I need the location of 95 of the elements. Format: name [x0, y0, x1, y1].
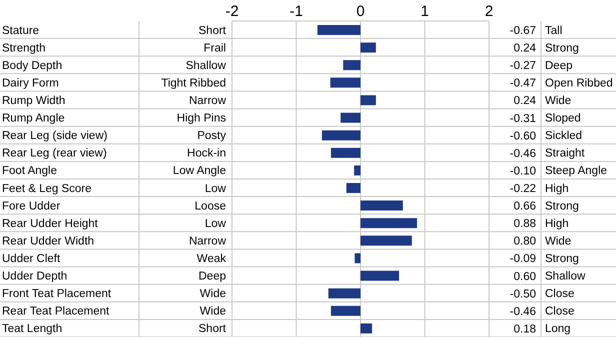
bar [330, 78, 360, 88]
text: Wide [200, 288, 226, 300]
text: Posty [197, 130, 226, 142]
text: Long [545, 323, 571, 336]
data-label: 0.66 [514, 200, 536, 213]
y-tick-label: Dairy Form [2, 77, 59, 90]
text: Shallow [545, 270, 586, 283]
text: Tight Ribbed [161, 77, 226, 90]
text: Loose [194, 200, 226, 212]
bar [360, 218, 418, 228]
text: Shallow [186, 60, 227, 72]
bar [343, 60, 360, 70]
y-tick-label: Feet & Leg Score [2, 182, 92, 195]
text: Deep [545, 60, 572, 72]
bar [360, 95, 376, 106]
bar [360, 236, 412, 246]
text: Weak [196, 253, 226, 265]
y-tick-label: Teat Length [2, 323, 62, 336]
text: Narrow [188, 95, 227, 107]
data-label: -0.10 [510, 165, 536, 178]
x2-tick-label: 0 [356, 3, 365, 20]
text: Hock-in [187, 148, 226, 160]
text: Steep Angle [545, 165, 608, 178]
y-tick-label: Rear Udder Height [2, 218, 99, 230]
y-tick-label: Fore Udder [2, 200, 60, 212]
x2-tick-label: 2 [484, 3, 494, 20]
bar [360, 42, 376, 53]
y-tick-label: Rump Angle [2, 112, 65, 125]
text: Straight [545, 148, 586, 160]
text: Sickled [545, 130, 582, 142]
text: Frail [204, 42, 226, 54]
text: Deep [198, 270, 226, 283]
bar [340, 112, 360, 123]
data-label: -0.31 [510, 112, 536, 125]
data-label: 0.88 [514, 218, 536, 230]
data-label: -0.27 [510, 60, 536, 72]
x2-tick-label: -1 [290, 3, 303, 20]
text: High Pins [176, 112, 226, 125]
text: Open Ribbed [545, 77, 613, 90]
data-label: -0.67 [510, 25, 536, 37]
data-label: -0.46 [510, 306, 536, 318]
text: Low [204, 182, 227, 195]
bar [330, 306, 360, 316]
bar [346, 183, 360, 193]
y-tick-label: Rump Width [2, 95, 66, 107]
y-tick-label: Rear Teat Placement [2, 306, 110, 318]
text: Short [198, 323, 227, 336]
y-tick-label: Stature [2, 24, 40, 37]
y-tick-label: Rear Leg (side view) [2, 130, 108, 142]
data-label: 0.24 [514, 95, 537, 108]
text: High [545, 182, 569, 195]
text: Wide [545, 235, 572, 248]
text: Low [204, 218, 227, 230]
text: Tall [545, 24, 562, 37]
data-label: 0.80 [514, 236, 536, 248]
text: Wide [200, 306, 226, 318]
text: Close [545, 288, 574, 300]
y-tick-label: Strength [2, 42, 46, 54]
data-label: 0.60 [514, 270, 536, 283]
text: Wide [545, 95, 572, 107]
y-tick-label: Foot Angle [2, 165, 57, 178]
bar [354, 165, 360, 176]
data-label: -0.46 [510, 148, 536, 160]
x2-tick-label: -2 [225, 3, 239, 20]
data-label: -0.09 [510, 253, 536, 266]
data-label: -0.22 [510, 183, 536, 195]
y-tick-label: Body Depth [2, 60, 62, 72]
bar [360, 200, 403, 211]
text: Sloped [545, 112, 581, 125]
y-tick-label: Udder Cleft [2, 253, 61, 265]
text: Narrow [188, 235, 227, 248]
y-tick-label: Udder Depth [2, 270, 68, 283]
x2-tick-label: 1 [420, 3, 429, 20]
bar [354, 253, 360, 264]
bar [317, 25, 360, 35]
y-tick-label: Front Teat Placement [2, 288, 112, 300]
text: Strong [545, 200, 579, 212]
y-tick-label: Rear Udder Width [2, 235, 94, 248]
bar [330, 148, 360, 158]
bar [360, 270, 400, 281]
text: Low Angle [172, 165, 226, 178]
data-label: -0.60 [510, 130, 536, 142]
y-tick-label: Rear Leg (rear view) [2, 148, 107, 160]
data-label: 0.24 [514, 42, 537, 55]
bar [360, 323, 372, 334]
bar [328, 288, 360, 298]
data-label: -0.47 [510, 78, 536, 90]
bar [322, 130, 360, 140]
data-label: -0.50 [510, 288, 536, 300]
text: Close [545, 306, 574, 318]
text: High [545, 218, 569, 230]
text: Strong [545, 42, 579, 54]
text: Short [198, 24, 227, 37]
data-label: 0.18 [514, 323, 536, 336]
text: Strong [545, 253, 579, 265]
